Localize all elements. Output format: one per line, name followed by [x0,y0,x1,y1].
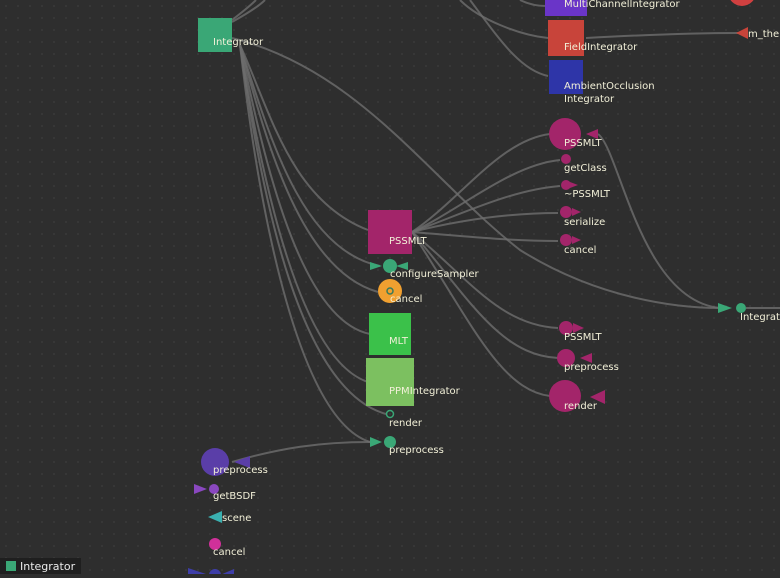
edge [520,0,546,6]
m-the-label: m_the [748,29,779,40]
cancel-top-label: cancel [564,245,596,256]
serialize-label: serialize [564,217,605,228]
pssmlt-center-node[interactable] [368,210,412,254]
arrow-icon [572,236,581,244]
arrow-icon [570,182,578,188]
status-label: Integrator [20,560,75,573]
edge [240,45,370,334]
arrow-icon [370,437,382,447]
pssmlt-top-label: PSSMLT [564,138,603,149]
configure-sampler-label: configureSampler [390,269,479,280]
pssmlt-ctor-label: PSSMLT [564,332,603,343]
mlt-label: MLT [389,336,409,347]
get-class-label: getClass [564,163,607,174]
ambient-occlusion-label-2: Integrator [564,94,615,105]
arrow-icon [194,484,207,494]
bottom-node[interactable] [209,569,221,574]
render-right-label: render [564,401,598,412]
status-swatch [6,561,16,571]
red-node[interactable] [728,0,756,6]
arrow-icon [572,208,581,216]
edge [232,442,370,462]
arrow-icon [370,262,382,270]
edge [598,134,720,308]
render-small-node[interactable] [387,411,394,418]
field-integrator-label: FieldIntegrator [564,42,638,53]
arrow-icon [188,568,206,574]
ambient-occlusion-label-1: AmbientOcclusion [564,81,655,92]
edge [412,186,560,232]
scene-label: scene [222,513,251,524]
integrat-right-label: Integrat [740,312,780,323]
arrow-icon [220,569,234,574]
arrow-icon [718,303,732,313]
preprocess-right-label: preprocess [564,362,619,373]
edges [232,0,738,462]
edge [240,45,368,230]
edge [470,0,548,76]
cancel-left-label: cancel [213,547,245,558]
multichannel-label: MultiChannelIntegrator [564,0,680,10]
preprocess-center-label: preprocess [389,445,444,456]
pssmlt-center-label: PSSMLT [389,236,428,247]
dtor-pssmlt-label: ~PSSMLT [564,189,611,200]
edge [586,33,738,38]
integrator-label: Integrator [213,37,264,48]
arrow-icon [736,27,748,39]
preprocess-left-label: preprocess [213,465,268,476]
status-bar: Integrator [0,558,81,574]
cancel-orange-label: cancel [390,294,422,305]
edge [412,232,558,241]
ppm-integrator-node[interactable] [366,358,414,406]
ppm-integrator-label: PPMIntegrator [389,386,461,397]
mlt-node[interactable] [369,313,411,355]
edge [412,232,558,328]
arrow-icon [208,511,222,523]
get-bsdf-label: getBSDF [213,491,256,502]
render-small-label: render [389,418,423,429]
edge [232,0,265,22]
